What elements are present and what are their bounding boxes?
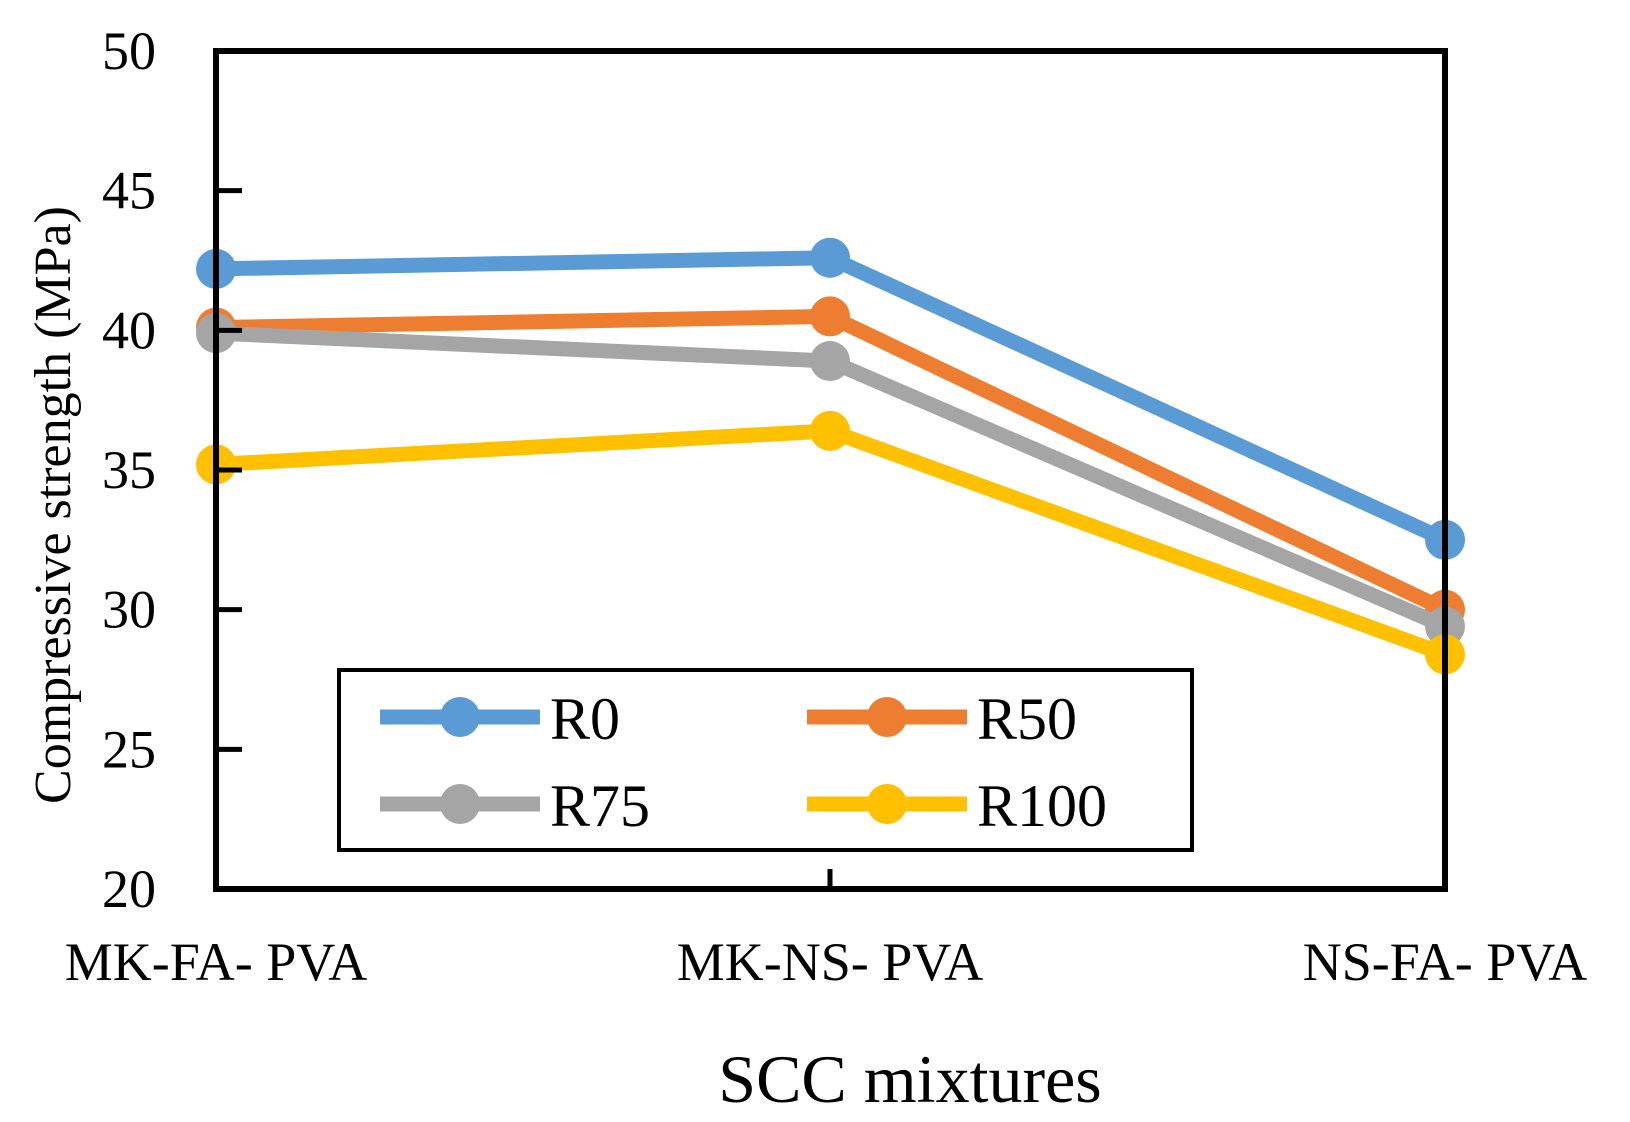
series-r0 — [196, 237, 1465, 560]
legend-swatch-marker — [867, 697, 907, 737]
data-point — [810, 410, 850, 451]
legend-swatch-marker — [867, 784, 907, 824]
legend-label: R50 — [977, 686, 1077, 752]
x-category-label: NS-FA- PVA — [1303, 932, 1588, 992]
x-category-label: MK-FA- PVA — [65, 932, 368, 992]
y-axis-title: Compressive strength (MPa) — [25, 206, 82, 804]
y-tick-label: 20 — [102, 859, 156, 919]
y-ticks: 20 25 30 35 40 45 50 — [102, 21, 242, 919]
legend-item-r50: R50 — [807, 686, 1077, 752]
legend-swatch-marker — [440, 784, 480, 824]
x-category-label: MK-NS- PVA — [677, 932, 984, 992]
legend-item-r100: R100 — [807, 773, 1107, 839]
series-layer — [196, 237, 1465, 675]
legend-item-r0: R0 — [380, 686, 620, 752]
y-tick-label: 40 — [102, 300, 156, 360]
x-axis-title: SCC mixtures — [718, 1041, 1102, 1117]
data-point — [810, 237, 850, 278]
y-tick-label: 35 — [102, 440, 156, 500]
legend-box — [337, 668, 1194, 852]
y-tick-label: 30 — [102, 580, 156, 640]
y-tick-label: 50 — [102, 21, 156, 81]
legend-label: R0 — [550, 686, 620, 752]
data-point — [810, 341, 850, 382]
y-tick-label: 25 — [102, 719, 156, 779]
x-ticks: MK-FA- PVA MK-NS- PVA NS-FA- PVA — [65, 869, 1588, 992]
y-tick-label: 45 — [102, 161, 156, 221]
series-r100 — [196, 410, 1465, 675]
legend-item-r75: R75 — [380, 773, 650, 839]
data-point — [810, 296, 850, 337]
legend-label: R100 — [977, 773, 1107, 839]
legend-swatch-marker — [440, 697, 480, 737]
legend: R0 R50 R75 R100 — [337, 668, 1194, 852]
legend-label: R75 — [550, 773, 650, 839]
